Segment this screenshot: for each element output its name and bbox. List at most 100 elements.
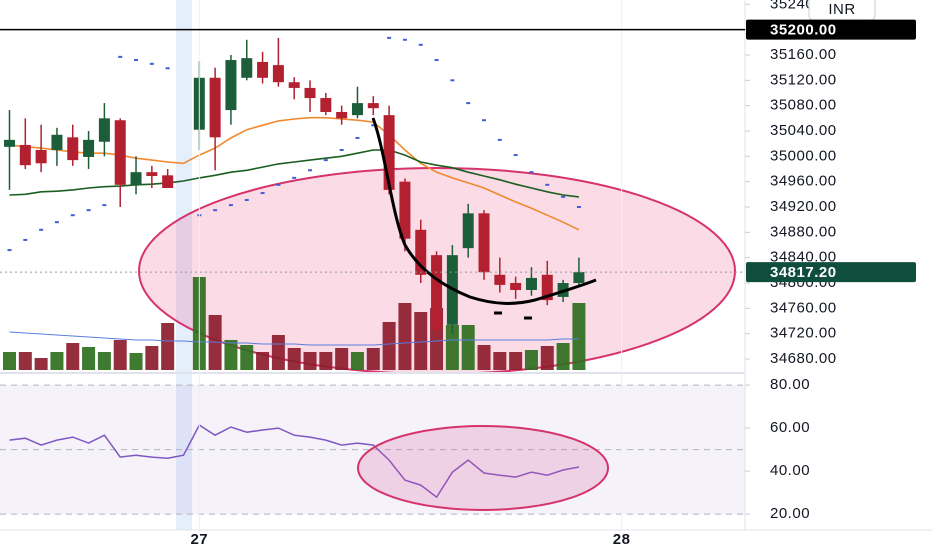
- candle-body: [367, 103, 379, 109]
- sar-dot: [355, 136, 360, 139]
- candle-body: [83, 139, 95, 157]
- y-tick-label: 34720.00: [770, 325, 837, 342]
- x-tick-label: 27: [190, 531, 208, 548]
- volume-bar: [445, 325, 459, 370]
- sar-dot: [466, 102, 471, 105]
- sar-dot: [387, 36, 392, 39]
- trend-curve: [371, 117, 597, 305]
- volume-bar: [335, 348, 349, 370]
- rsi-line: [9, 424, 580, 499]
- candle-body: [19, 144, 31, 166]
- volume-ma-line: [9, 331, 579, 346]
- overlay: INR 35200.00 34817.20: [0, 0, 916, 283]
- sar-dot: [276, 183, 281, 186]
- sar-dot: [70, 214, 75, 217]
- candle-body: [510, 283, 522, 290]
- candle-body: [257, 61, 269, 78]
- candle-body: [351, 103, 363, 116]
- sar-dot: [118, 55, 123, 58]
- sar-dot: [86, 209, 91, 212]
- y-tick-label: 80.00: [770, 376, 810, 393]
- candle-body: [272, 65, 284, 83]
- sar-dot: [308, 169, 313, 172]
- volume-bar: [161, 323, 175, 370]
- candle-body: [573, 272, 585, 284]
- sar-dot: [213, 209, 218, 212]
- candle-body: [336, 111, 348, 119]
- volume-bar: [414, 312, 428, 370]
- candle-body: [225, 60, 237, 111]
- volume-bar: [2, 352, 16, 370]
- candle-body: [415, 229, 427, 275]
- candle-body: [525, 277, 537, 290]
- sar-dot: [228, 204, 233, 207]
- sar-dot: [561, 195, 566, 198]
- sar-dot: [513, 154, 518, 157]
- candle-body: [67, 137, 79, 161]
- volume-bar: [82, 347, 96, 370]
- candle-body: [162, 175, 174, 188]
- price-pane: [2, 36, 736, 372]
- sar-dot: [529, 171, 534, 174]
- y-tick-label: 60.00: [770, 419, 810, 436]
- sar-dot: [149, 62, 154, 65]
- volume-bar: [398, 303, 412, 370]
- candle-body: [288, 82, 300, 88]
- volume-bar: [50, 352, 64, 370]
- sar-dot: [244, 199, 249, 202]
- y-tick-label: 34680.00: [770, 350, 837, 367]
- volume-bar: [461, 325, 475, 370]
- volume-bar: [66, 343, 80, 370]
- volume-bar: [382, 322, 396, 370]
- candle-body: [462, 213, 474, 249]
- sar-dot: [102, 204, 107, 207]
- sar-dot: [371, 124, 376, 127]
- sar-dot: [545, 183, 550, 186]
- candle-body: [478, 213, 490, 273]
- volume-bar: [540, 346, 554, 370]
- y-tick-label: 35040.00: [770, 122, 837, 139]
- price-label-box: [746, 19, 916, 40]
- candle-body: [494, 274, 506, 285]
- candle-body: [304, 87, 316, 99]
- y-tick-label: 34760.00: [770, 299, 837, 316]
- volume-bar: [256, 352, 270, 370]
- volume-bar: [145, 346, 159, 370]
- y-tick-label: 35000.00: [770, 147, 837, 164]
- sar-dot: [450, 79, 455, 82]
- volume-bar: [493, 352, 507, 370]
- candle-body: [98, 118, 110, 142]
- sar-dot: [165, 67, 170, 70]
- session-highlight: [176, 0, 192, 530]
- currency: INR: [828, 1, 855, 18]
- volume-bar: [572, 303, 586, 370]
- volume-bar: [319, 352, 333, 370]
- sar-dot: [418, 43, 423, 46]
- y-tick-label: 40.00: [770, 462, 810, 479]
- volume-bar: [477, 345, 491, 370]
- candle-body: [541, 274, 553, 301]
- volume-bar: [287, 348, 301, 370]
- volume-bar: [18, 352, 32, 370]
- candle-body: [51, 134, 63, 150]
- volume-bar: [240, 345, 254, 370]
- sar-dot: [323, 159, 328, 162]
- y-tick-label: 35160.00: [770, 46, 837, 63]
- volume-bar: [97, 352, 111, 370]
- sar-dot: [292, 176, 297, 179]
- sar-dot: [339, 148, 344, 151]
- price-label: 35200.00: [770, 22, 837, 39]
- candle-body: [320, 98, 332, 112]
- rsi-pane: [0, 384, 745, 515]
- y-tick-label: 35080.00: [770, 97, 837, 114]
- volume-bar: [350, 352, 364, 370]
- volume-bar: [556, 343, 570, 370]
- y-tick-label: 35120.00: [770, 71, 837, 88]
- y-tick-label: 34840.00: [770, 249, 837, 266]
- sar-dot: [134, 59, 139, 62]
- volume-bar: [129, 353, 143, 370]
- volume-bar: [34, 358, 48, 370]
- price-label: 34817.20: [770, 264, 837, 281]
- candle-body: [3, 139, 15, 147]
- sar-dot: [497, 138, 502, 141]
